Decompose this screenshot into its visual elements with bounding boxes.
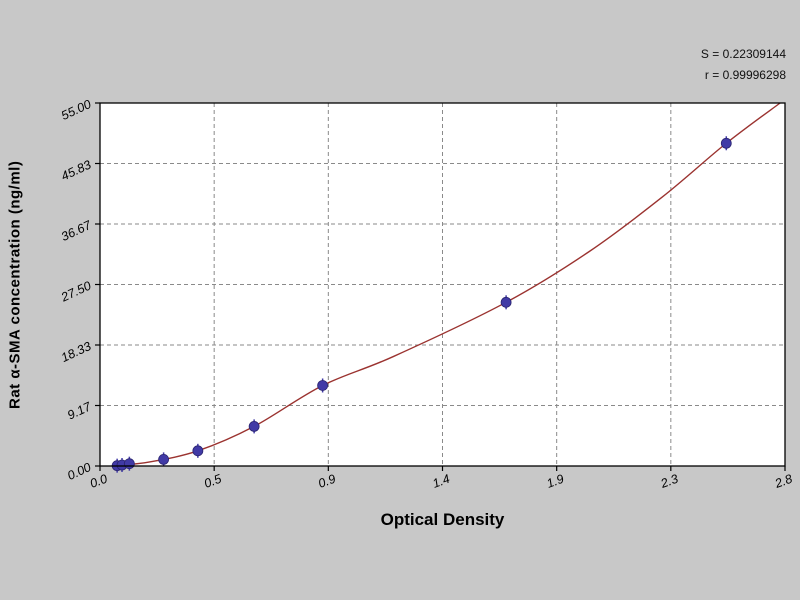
x-tick-label: 0.5 (202, 472, 223, 491)
y-tick-label: 45.83 (59, 158, 93, 184)
x-tick-label: 2.3 (658, 472, 680, 491)
data-point (123, 458, 135, 470)
x-tick-label: 0.9 (316, 472, 337, 491)
data-point (500, 296, 512, 308)
y-tick-label: 36.67 (59, 218, 94, 244)
x-tick-label: 0.0 (88, 472, 109, 491)
y-tick-label: 18.33 (59, 339, 93, 365)
fit-r-value: r = 0.99996298 (704, 68, 786, 82)
data-point (158, 453, 170, 465)
y-tick-label: 55.00 (59, 97, 93, 123)
y-tick-label: 9.17 (65, 399, 94, 422)
fit-statistics: S = 0.22309144 r = 0.99996298 (701, 44, 786, 86)
data-point (720, 137, 732, 149)
data-point (192, 445, 204, 457)
x-tick-label: 1.4 (431, 472, 452, 491)
x-tick-label: 1.9 (545, 472, 566, 491)
y-tick-label: 27.50 (58, 279, 93, 305)
x-tick-label: 2.8 (772, 472, 794, 491)
x-axis-title: Optical Density (380, 510, 505, 529)
data-point (317, 380, 329, 391)
fit-s-value: S = 0.22309144 (700, 47, 786, 61)
data-point (248, 420, 260, 432)
